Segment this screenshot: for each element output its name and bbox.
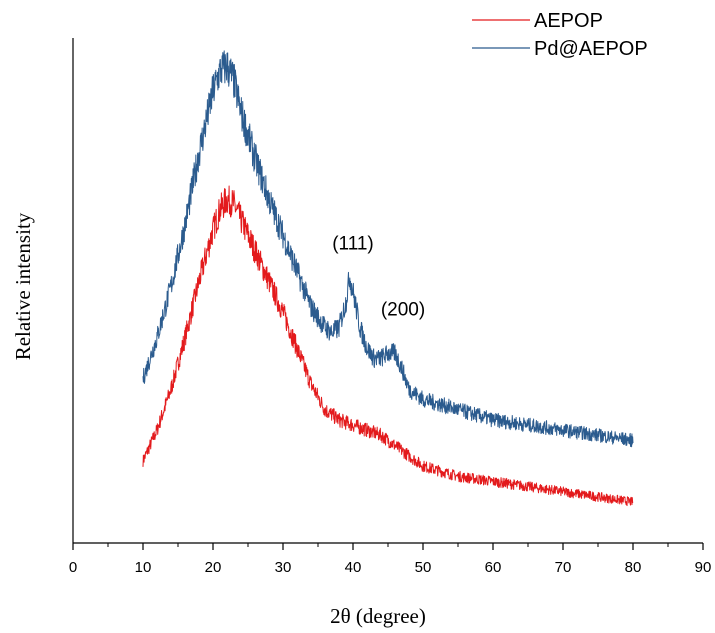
x-tick-label: 60 xyxy=(485,559,502,576)
x-tick-label: 40 xyxy=(345,559,362,576)
axes-layer xyxy=(72,38,703,544)
x-tick-label: 30 xyxy=(275,559,292,576)
peak-label: (200) xyxy=(381,300,425,321)
x-tick-label: 80 xyxy=(625,559,642,576)
x-tick-label: 90 xyxy=(695,559,712,576)
y-axis-title: Relative intensity xyxy=(11,212,35,360)
legend: AEPOP Pd@AEPOP xyxy=(472,10,648,60)
legend-label: Pd@AEPOP xyxy=(534,38,648,60)
x-tick-label: 50 xyxy=(415,559,432,576)
series-line-pd-aepop xyxy=(142,50,634,448)
x-axis-title: 2θ (degree) xyxy=(330,604,426,628)
series-line-aepop xyxy=(142,185,634,507)
x-axis-ticks: 0 10 20 30 40 50 60 70 80 90 xyxy=(69,543,712,576)
legend-label: AEPOP xyxy=(534,10,603,32)
series-layer xyxy=(142,50,634,507)
x-tick-label: 10 xyxy=(135,559,152,576)
peak-label: (111) xyxy=(332,234,374,255)
peak-annotations: (111) (200) xyxy=(332,234,425,321)
x-tick-label: 70 xyxy=(555,559,572,576)
x-tick-label: 20 xyxy=(205,559,222,576)
x-tick-label: 0 xyxy=(69,559,77,576)
